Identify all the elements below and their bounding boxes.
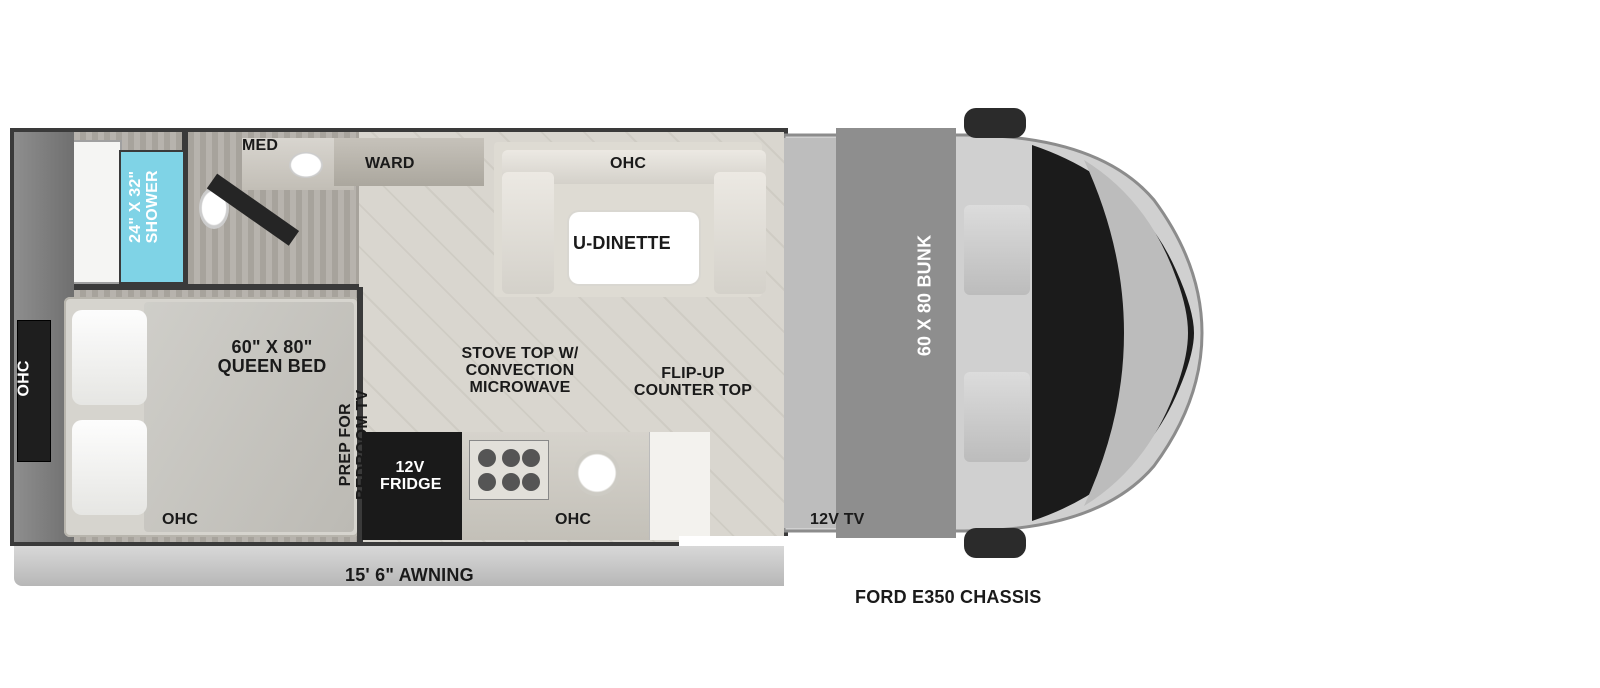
dinette-seat-right (714, 172, 766, 294)
label-med: MED (242, 138, 278, 155)
label-flipup-counter: FLIP-UP COUNTER TOP (618, 366, 768, 400)
label-fridge: 12V FRIDGE (380, 460, 440, 494)
label-ward: WARD (365, 156, 415, 173)
cab-seat-driver (964, 372, 1030, 462)
pillow-top (72, 310, 147, 405)
rv-floorplan: 24" X 32" SHOWER MED WARD OHC U-DINETTE … (10, 128, 1210, 608)
cab-chassis (784, 90, 1214, 576)
bath-sink (289, 152, 323, 178)
label-ohc-kitchen: OHC (555, 512, 591, 529)
mirror-top (964, 108, 1026, 138)
cab-over-area (784, 138, 839, 528)
label-u-dinette: U-DINETTE (573, 234, 671, 253)
kitchen-sink (574, 450, 620, 496)
label-prep-bedroom-tv: PREP FOR BEDROOM TV (338, 370, 372, 520)
label-queen-bed: 60" X 80" QUEEN BED (192, 338, 352, 376)
burner (478, 449, 496, 467)
pillow-bottom (72, 420, 147, 515)
stove-top (469, 440, 549, 500)
burner (478, 473, 496, 491)
label-shower: 24" X 32" SHOWER (128, 142, 162, 272)
burner (522, 449, 540, 467)
label-ohc-bed-foot: OHC (162, 512, 198, 529)
label-awning: 15' 6" AWNING (345, 566, 474, 585)
label-stove-microwave: STOVE TOP W/ CONVECTION MICROWAVE (440, 346, 600, 396)
bunk-panel (836, 128, 956, 538)
mirror-bottom (964, 528, 1026, 558)
cab-seat-passenger (964, 205, 1030, 295)
label-12v-tv: 12V TV (810, 512, 865, 529)
burner (502, 473, 520, 491)
label-chassis: FORD E350 CHASSIS (855, 588, 1041, 607)
label-bunk: 60 X 80 BUNK (916, 195, 935, 395)
burner (502, 449, 520, 467)
label-ohc-rear: OHC (17, 328, 34, 428)
burner (522, 473, 540, 491)
dinette-seat-left (502, 172, 554, 294)
flip-up-counter (649, 432, 710, 540)
label-ohc-dinette: OHC (610, 156, 646, 173)
